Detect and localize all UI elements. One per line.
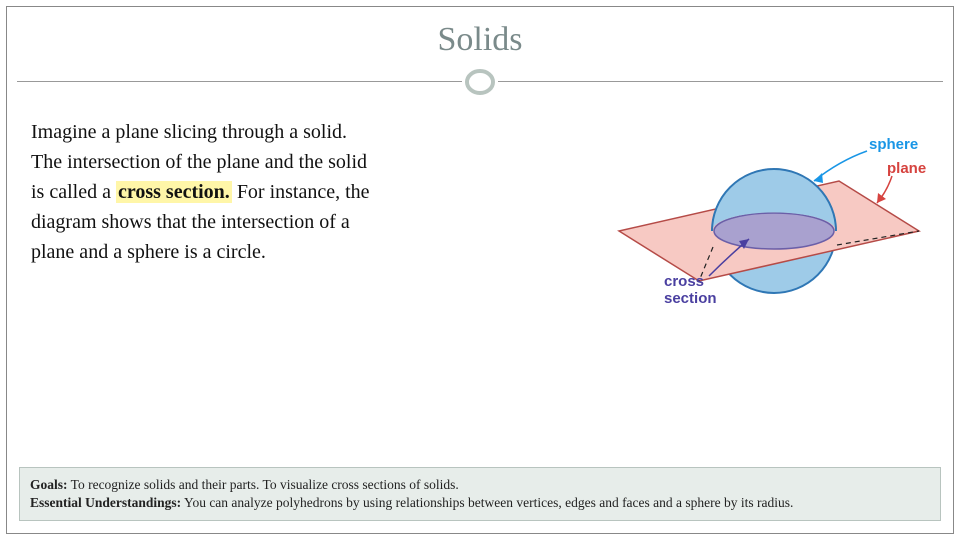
eu-text: You can analyze polyhedrons by using rel…	[181, 495, 793, 510]
body-text: Imagine a plane slicing through a solid.…	[31, 117, 609, 346]
label-plane: plane	[887, 160, 926, 177]
footer-line-eu: Essential Understandings: You can analyz…	[30, 494, 930, 512]
footer-box: Goals: To recognize solids and their par…	[19, 467, 941, 521]
title-area: Solids	[7, 7, 953, 59]
page-title: Solids	[7, 21, 953, 59]
label-cross-2: section	[664, 290, 717, 307]
label-sphere: sphere	[869, 136, 918, 153]
cross-section-diagram: sphere plane cross section	[609, 121, 929, 341]
body-line-3-pre: is called a	[31, 181, 116, 203]
body-line-2: The intersection of the plane and the so…	[31, 151, 367, 173]
goals-label: Goals:	[30, 477, 68, 492]
label-cross-1: cross	[664, 273, 704, 290]
goals-text: To recognize solids and their parts. To …	[68, 477, 459, 492]
body-line-1: Imagine a plane slicing through a solid.	[31, 121, 347, 143]
footer-line-goals: Goals: To recognize solids and their par…	[30, 476, 930, 494]
diagram: sphere plane cross section	[609, 117, 929, 346]
highlight-term: cross section.	[116, 181, 232, 203]
arrow-plane-head	[877, 193, 886, 203]
body-line-4: diagram shows that the intersection of a	[31, 211, 350, 233]
body-line-3-post: For instance, the	[232, 181, 370, 203]
ring-decoration	[462, 67, 498, 97]
content-area: Imagine a plane slicing through a solid.…	[31, 117, 929, 346]
eu-label: Essential Understandings:	[30, 495, 181, 510]
body-line-5: plane and a sphere is a circle.	[31, 241, 266, 263]
arrow-sphere-head	[814, 173, 823, 183]
slide-frame: Solids Imagine a plane slicing through a…	[6, 6, 954, 534]
